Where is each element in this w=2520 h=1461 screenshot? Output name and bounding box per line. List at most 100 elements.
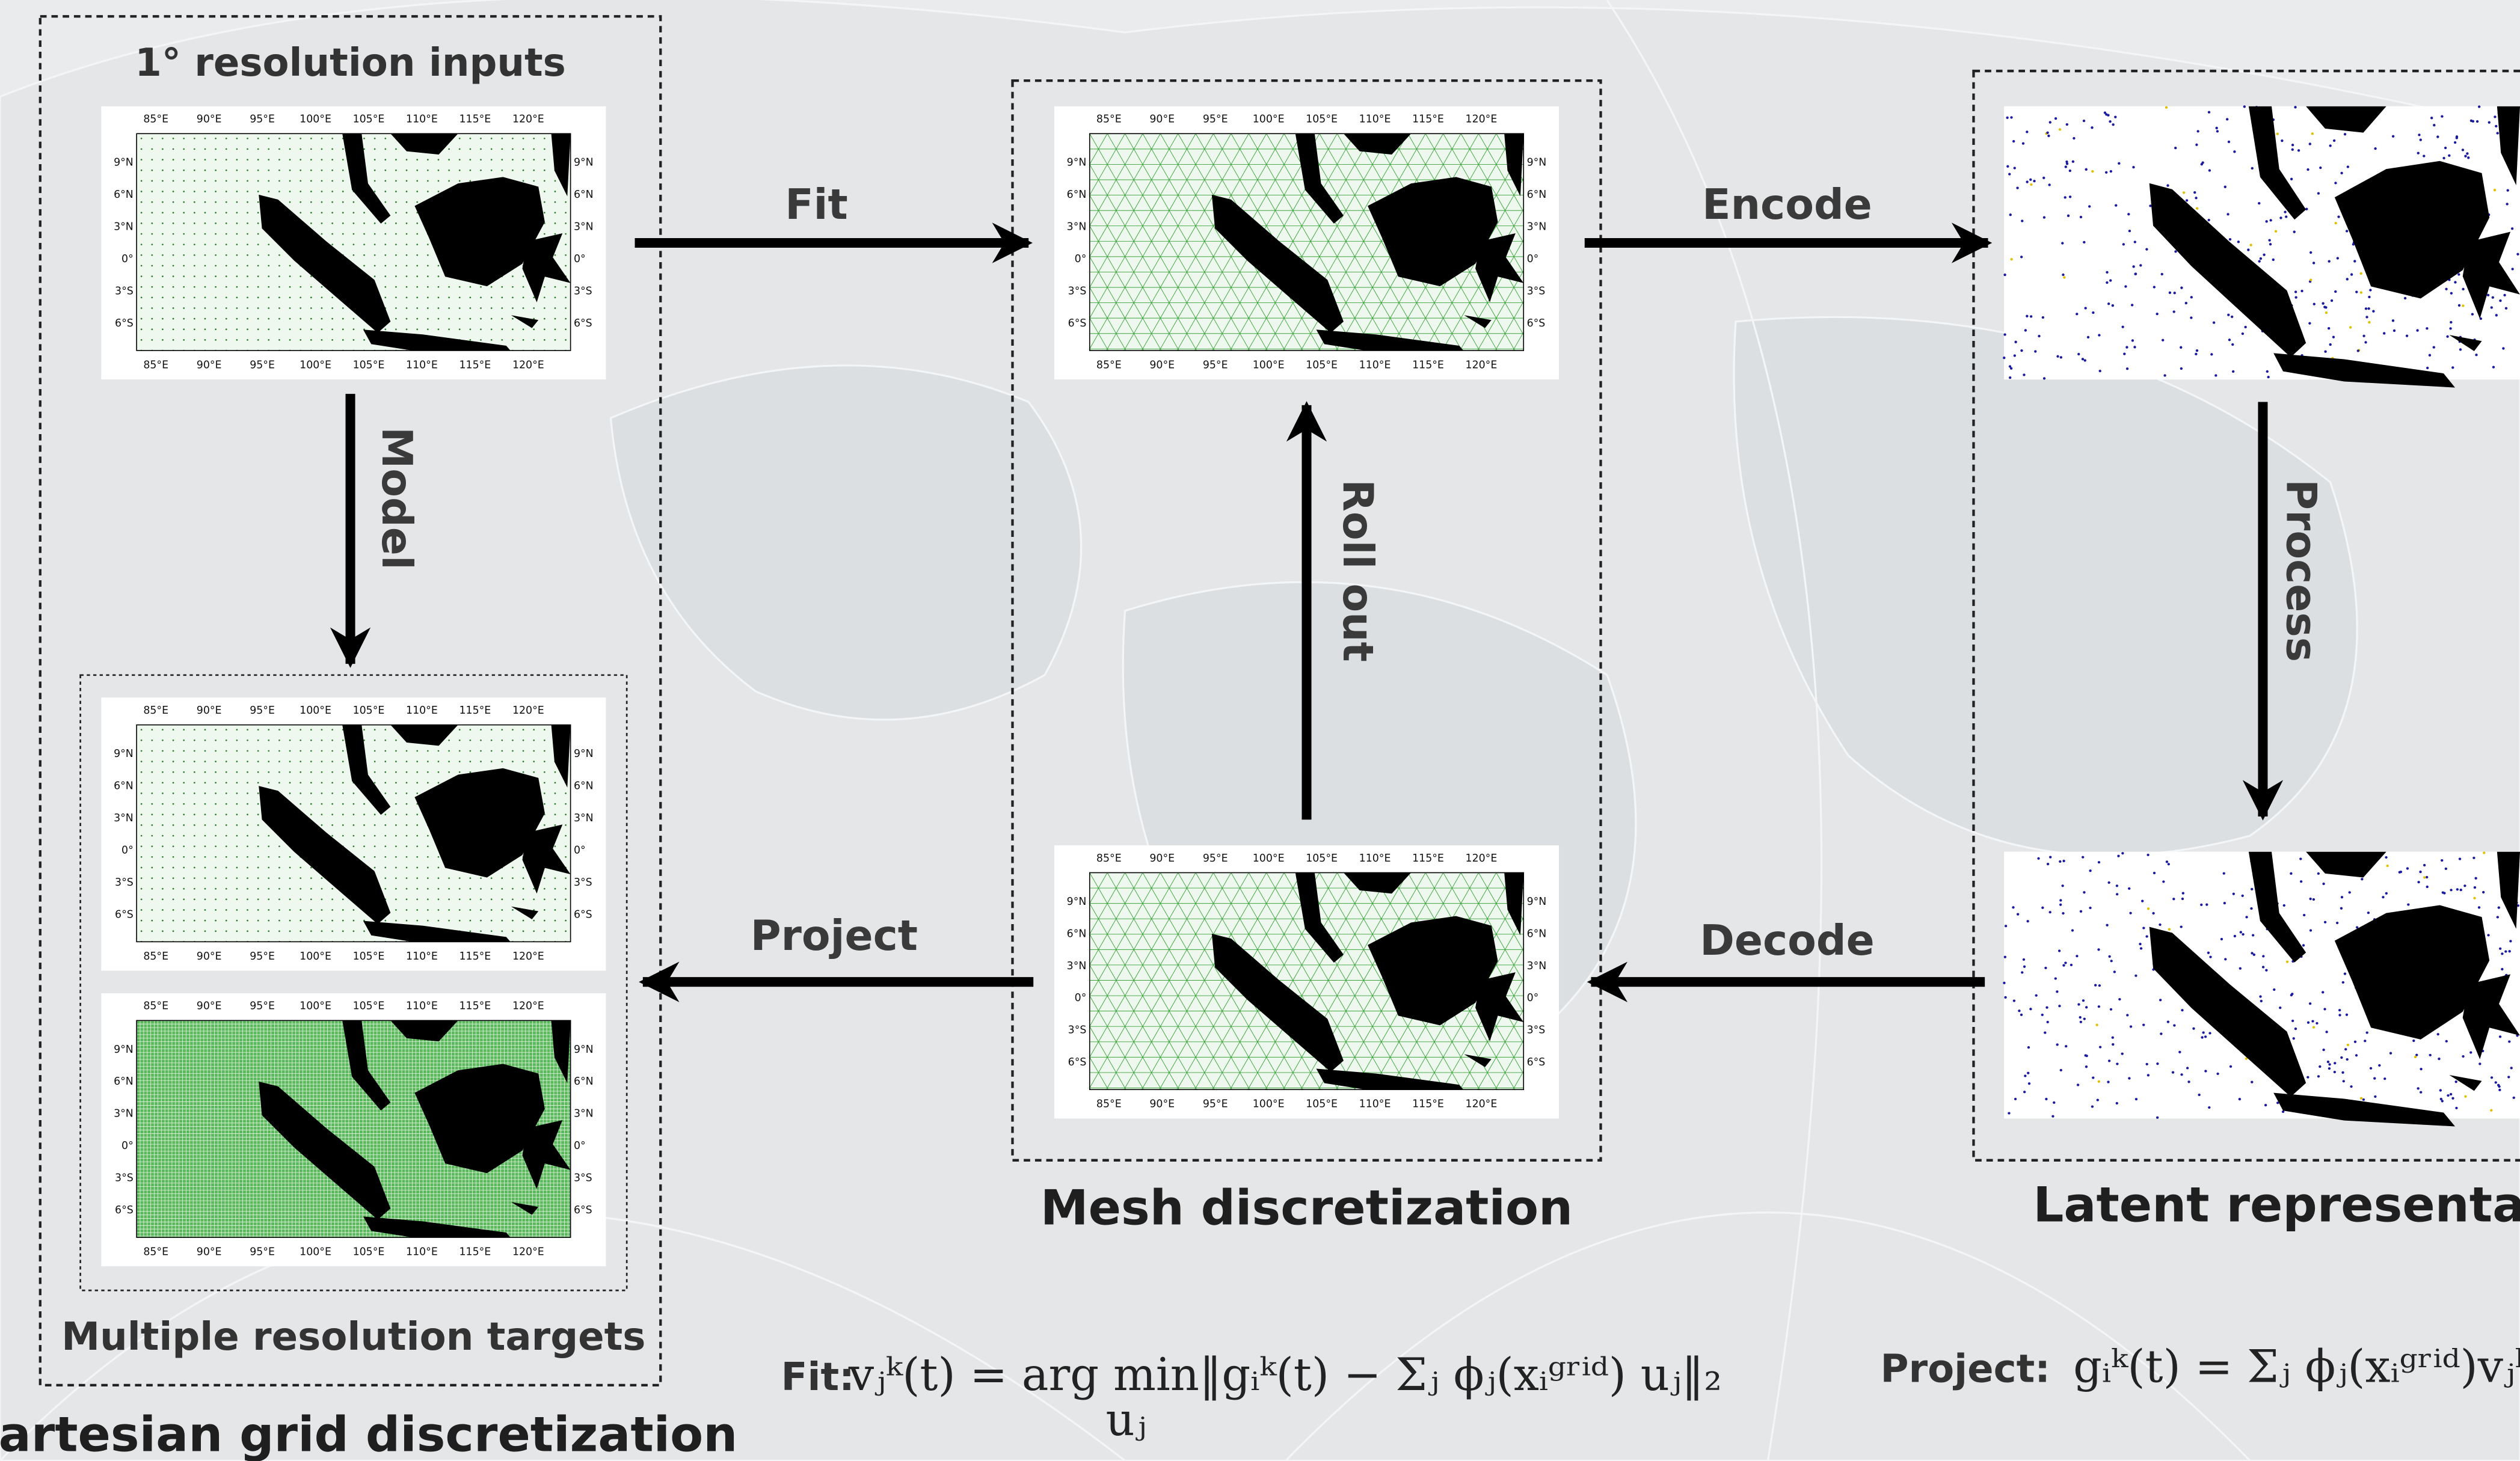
grid-point <box>162 813 164 816</box>
grid-point <box>204 137 206 139</box>
lon-label: 110°E <box>1359 1098 1391 1110</box>
grid-point <box>522 286 524 288</box>
grid-point <box>427 243 429 245</box>
grid-point <box>533 729 535 730</box>
lon-label: 105°E <box>353 114 385 126</box>
lon-label: 110°E <box>406 359 438 371</box>
latent-node <box>2291 148 2294 151</box>
grid-point <box>268 877 270 879</box>
lon-label: 95°E <box>250 705 275 717</box>
grid-point <box>225 909 227 911</box>
latent-node <box>2198 1093 2201 1097</box>
latent-node <box>2174 250 2177 253</box>
latent-node <box>2251 952 2254 955</box>
grid-point <box>321 909 323 911</box>
grid-point <box>247 803 248 805</box>
grid-point <box>300 328 302 331</box>
grid-point <box>352 803 355 805</box>
grid-point <box>342 222 344 224</box>
grid-point <box>544 729 545 730</box>
lon-label: 100°E <box>1253 359 1285 371</box>
landmass <box>551 724 571 788</box>
grid-point <box>289 328 291 331</box>
latent-node <box>2495 314 2498 317</box>
grid-point <box>331 180 333 182</box>
landmass <box>2273 353 2455 388</box>
grid-point <box>268 169 270 171</box>
grid-point <box>437 919 440 922</box>
grid-point <box>437 909 440 911</box>
latent-node <box>2482 890 2485 894</box>
grid-point <box>416 275 419 277</box>
grid-point <box>204 761 206 762</box>
grid-point <box>363 233 365 235</box>
grid-point <box>554 233 556 235</box>
grid-point <box>300 866 302 869</box>
grid-point <box>342 909 344 911</box>
latent-node <box>2121 1052 2124 1055</box>
latent-node <box>2417 152 2420 155</box>
latent-node <box>2299 857 2302 860</box>
latent-node <box>2058 128 2062 131</box>
lat-label: 6°S <box>1527 1056 1546 1068</box>
latent-node <box>2382 896 2385 899</box>
grid-point <box>437 328 440 331</box>
grid-point <box>289 866 291 869</box>
grid-point <box>544 233 545 235</box>
grid-point <box>437 265 440 267</box>
latent-node <box>2498 1035 2502 1038</box>
grid-point <box>544 180 545 182</box>
grid-point <box>215 813 217 816</box>
latent-node <box>2129 1025 2133 1028</box>
lon-label: 85°E <box>143 951 168 963</box>
lat-label: 3°N <box>1067 221 1087 233</box>
grid-point <box>448 307 450 309</box>
grid-point <box>352 222 355 224</box>
lat-label: 6°S <box>115 1204 134 1216</box>
latent-node <box>2341 1071 2344 1074</box>
grid-point <box>405 845 408 848</box>
grid-point <box>427 307 429 309</box>
latent-node <box>2167 863 2171 866</box>
latent-node <box>2208 169 2211 172</box>
grid-point <box>257 339 259 341</box>
grid-point <box>427 328 429 331</box>
grid-point <box>151 254 153 256</box>
grid-point <box>544 201 545 203</box>
latent-node <box>2134 974 2137 977</box>
latent-node <box>2134 1098 2138 1101</box>
grid-point <box>247 191 248 192</box>
grid-point <box>533 307 535 309</box>
latent-node <box>2012 906 2015 909</box>
latent-node <box>2147 1074 2150 1077</box>
grid-point <box>373 824 376 826</box>
grid-point <box>342 233 344 235</box>
grid-point <box>140 877 143 879</box>
grid-point <box>373 835 376 837</box>
grid-point <box>247 739 248 741</box>
grid-point <box>215 898 217 901</box>
latent-node <box>2259 257 2263 260</box>
grid-point <box>321 729 323 730</box>
process-label: Process <box>2277 479 2325 662</box>
lat-label: 3°N <box>114 1108 134 1120</box>
grid-point <box>225 845 227 848</box>
grid-point <box>268 909 270 911</box>
latent-node <box>2490 1076 2494 1079</box>
latent-node <box>2128 1077 2131 1080</box>
latent-node <box>2239 931 2242 934</box>
grid-point <box>416 201 419 203</box>
latent-node <box>2312 1026 2316 1029</box>
latent-node <box>2098 984 2101 987</box>
grid-point <box>204 813 206 816</box>
grid-point <box>183 866 185 869</box>
grid-point <box>384 919 387 922</box>
latent-node <box>2299 880 2303 883</box>
grid-point <box>172 835 174 837</box>
latent-node <box>2076 1083 2080 1086</box>
project-eq: gᵢᵏ(t) = Σⱼ ϕⱼ(xᵢᵍʳⁱᵈ)vⱼᵏ(t) <box>2073 1341 2520 1393</box>
grid-point <box>373 750 376 752</box>
latent-node <box>2294 296 2297 299</box>
grid-point <box>257 275 259 277</box>
grid-point <box>512 169 514 171</box>
